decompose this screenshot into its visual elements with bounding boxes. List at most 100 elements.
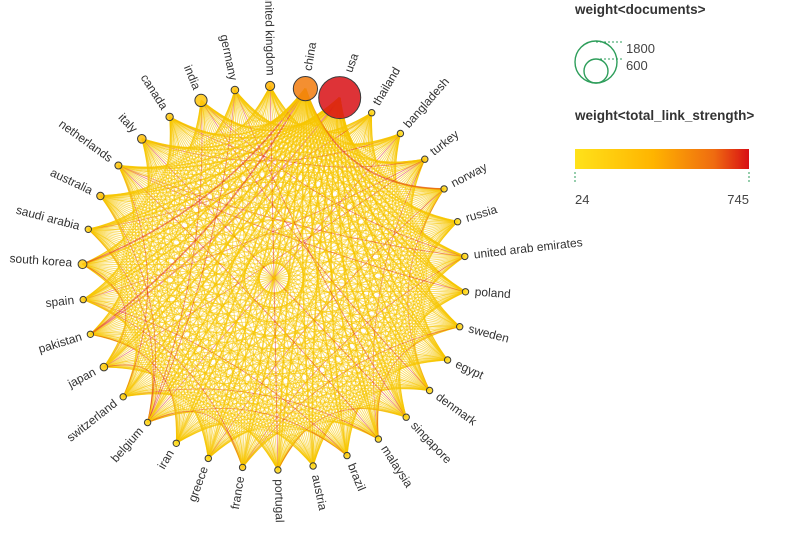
link-edge [169,100,206,140]
link-edge [82,88,307,301]
color-scale-min-label: 24 [575,192,589,207]
node-turkey[interactable] [421,155,429,163]
label-denmark: denmark [433,390,480,429]
node-russia[interactable] [453,218,462,226]
label-turkey: turkey [427,127,461,158]
label-south_korea: south korea [9,251,73,269]
node-malaysia[interactable] [374,435,383,443]
node-layer [77,76,470,474]
link-edge [90,332,129,368]
link-edge [234,89,407,418]
node-china[interactable] [292,76,318,102]
label-brazil: brazil [345,461,369,493]
node-singapore[interactable] [402,413,410,421]
link-edge [122,88,307,398]
label-netherlands: netherlands [56,117,115,165]
node-spain[interactable] [79,295,87,304]
node-sweden[interactable] [456,323,464,331]
node-uae[interactable] [461,252,469,261]
size-legend-value-large: 1800 [626,41,655,56]
label-italy: italy [116,110,141,135]
node-saudi_arabia[interactable] [84,225,93,234]
label-usa: usa [342,51,362,74]
link-edge [304,88,348,456]
link-edge [89,88,307,335]
node-greece[interactable] [204,454,213,463]
link-edge [146,88,307,423]
link-edge [90,100,202,335]
link-edge [277,88,307,471]
node-australia[interactable] [96,191,105,201]
node-south_korea[interactable] [77,259,88,270]
node-brazil[interactable] [343,451,351,460]
node-pakistan[interactable] [86,330,95,338]
label-sweden: sweden [467,322,511,346]
link-edge [118,165,161,423]
color-legend-title: weight<total_link_strength> [574,108,754,123]
link-edge [304,88,461,328]
node-egypt[interactable] [443,356,452,364]
label-austria: austria [309,473,330,511]
node-denmark[interactable] [425,386,434,395]
label-bangladesh: bangladesh [401,75,452,131]
node-norway[interactable] [440,185,448,193]
label-uae: united arab emirates [473,235,583,261]
link-edge [304,88,431,391]
link-edge [304,88,466,258]
link-edge [83,299,121,335]
node-japan[interactable] [99,362,109,372]
node-netherlands[interactable] [114,161,123,170]
link-edge [147,85,271,423]
link-edge [82,85,271,265]
link-edge [304,88,407,418]
node-poland[interactable] [461,288,470,296]
node-belgium[interactable] [143,418,152,427]
label-thailand: thailand [370,65,403,108]
link-edge [200,89,236,128]
link-edge [269,85,307,122]
label-canada: canada [138,71,171,112]
legend: weight<documents> 1800 600 weight<total_… [574,2,754,207]
node-portugal[interactable] [274,466,282,474]
label-belgium: belgium [108,424,146,465]
link-edge [100,195,244,468]
link-edge [122,138,159,397]
node-canada[interactable] [165,112,174,122]
link-edge [234,88,307,124]
node-iran[interactable] [172,439,181,447]
link-edge [88,195,127,231]
link-edge [82,263,117,301]
node-switzerland[interactable] [119,393,127,401]
label-united_kingdom: united kingdom [262,0,278,76]
link-edge [200,100,430,391]
label-china: china [301,41,320,72]
label-australia: australia [48,165,95,197]
link-edge [304,88,449,361]
label-greece: greece [185,464,211,504]
label-norway: norway [449,160,490,190]
node-thailand[interactable] [368,109,376,117]
label-saudi_arabia: saudi arabia [15,203,82,233]
link-edge [175,88,307,444]
link-edge [301,88,314,467]
node-germany[interactable] [230,85,240,95]
size-legend-circle-large [574,40,618,84]
label-singapore: singapore [408,419,455,467]
node-italy[interactable] [137,134,147,144]
label-iran: iran [155,447,177,471]
color-legend: weight<total_link_strength> 24 745 [574,108,754,207]
node-france[interactable] [238,463,247,472]
node-usa[interactable] [318,76,362,120]
node-united_kingdom[interactable] [265,80,276,92]
link-edge [100,195,178,444]
link-edge [118,165,209,459]
node-india[interactable] [194,93,208,108]
link-edge [90,116,172,335]
label-spain: spain [45,293,75,310]
node-austria[interactable] [309,462,317,470]
link-edge [147,116,181,423]
link-edge [241,88,307,468]
size-legend: weight<documents> 1800 600 [574,2,706,84]
node-bangladesh[interactable] [396,129,405,138]
link-edge [103,116,173,368]
